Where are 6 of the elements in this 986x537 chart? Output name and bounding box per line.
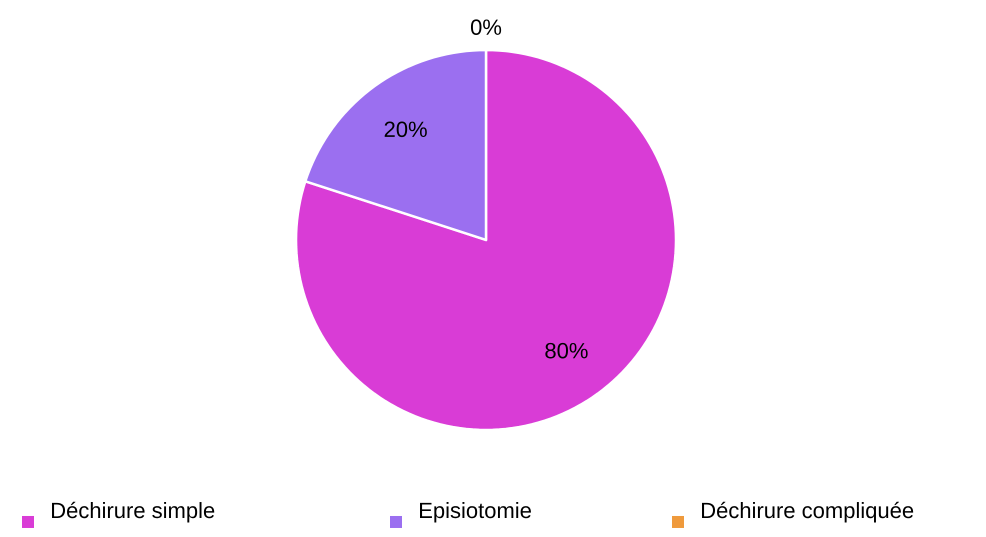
data-label: 20% — [384, 122, 427, 138]
legend-label: Déchirure compliquée — [702, 502, 914, 523]
legend-label: Déchirure simple — [52, 502, 214, 523]
text: 0% — [470, 19, 502, 35]
data-label: 80% — [545, 342, 588, 358]
legend-label: Episiotomie — [420, 502, 531, 523]
